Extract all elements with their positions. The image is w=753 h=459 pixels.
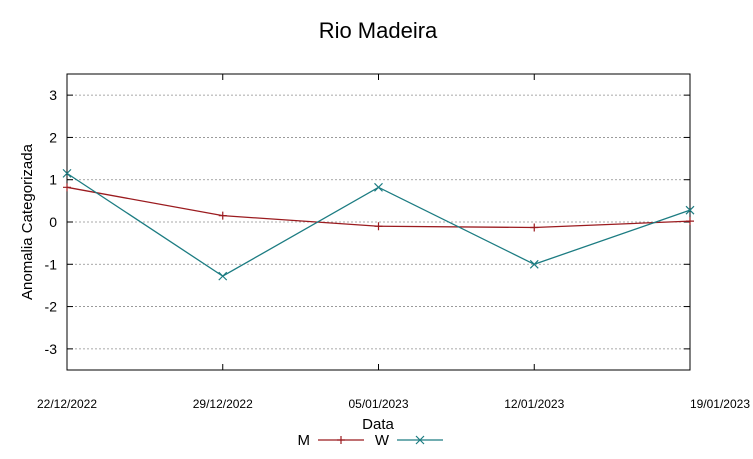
series-M [63, 183, 694, 232]
legend-marker-M [337, 436, 345, 444]
x-tick-label: 12/01/2023 [504, 397, 564, 411]
x-tick-label: 29/12/2022 [193, 397, 253, 411]
data-point-M [530, 223, 539, 232]
x-axis-label: Data [362, 416, 394, 433]
x-tick-label: 05/01/2023 [348, 397, 408, 411]
y-tick-label: 2 [49, 129, 57, 145]
y-tick-label: 3 [49, 87, 57, 103]
data-point-W [374, 182, 383, 192]
y-axis-label: Anomalia Categorizada [19, 143, 36, 300]
y-tick-label: -2 [45, 299, 58, 315]
data-point-W [62, 168, 72, 178]
y-tick-label: 1 [49, 172, 57, 188]
data-point-W [218, 271, 228, 281]
grid [67, 94, 690, 350]
data-point-W [529, 259, 539, 269]
y-tick-label: 0 [49, 214, 57, 230]
legend-label-M: M [298, 432, 311, 449]
series-line-M [66, 186, 691, 229]
data-point-M [63, 183, 71, 192]
chart-title: Rio Madeira [319, 18, 438, 43]
x-tick-label: 19/01/2023 [690, 397, 750, 411]
legend-marker-W [415, 435, 425, 445]
data-point-M [218, 211, 227, 220]
data-point-M [686, 217, 694, 226]
x-tick-label: 22/12/2022 [37, 397, 97, 411]
legend-label-W: W [375, 432, 390, 449]
data-point-M [374, 222, 383, 231]
y-tick-label: -3 [45, 341, 58, 357]
series-layer [62, 168, 695, 281]
series-W [62, 168, 695, 281]
y-tick-label: -1 [45, 256, 58, 272]
axis-ticks: 3 2 1 0 -1 -2 -3 22/12/2022 29/12/2022 05/01/2023… [37, 74, 750, 411]
data-point-W [685, 205, 695, 215]
